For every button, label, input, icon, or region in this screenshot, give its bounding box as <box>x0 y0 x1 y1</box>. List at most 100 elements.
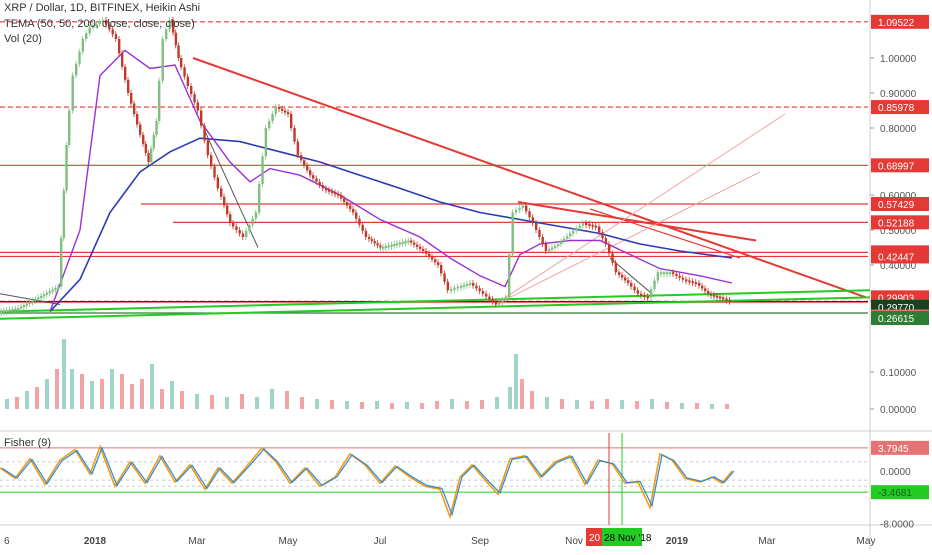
candle-body <box>422 248 425 251</box>
volume-bar <box>725 404 729 409</box>
candle-body <box>594 225 598 228</box>
tema-title: TEMA (50, 50, 200, close, close, close) <box>4 18 195 30</box>
candle-body <box>515 210 518 213</box>
candle-body <box>315 178 318 182</box>
candle-body <box>196 102 200 111</box>
candle-body <box>223 196 226 206</box>
candle-body <box>71 75 74 111</box>
candle-body <box>306 165 309 171</box>
candle-body <box>268 121 271 128</box>
candle-body <box>78 51 81 64</box>
volume-bar <box>575 400 579 409</box>
volume-bar <box>255 397 259 409</box>
candle-body <box>460 285 463 288</box>
candle-body <box>701 285 704 289</box>
candle-body <box>203 125 206 141</box>
fisher-trigger-line <box>1 446 735 517</box>
candle-body <box>681 277 685 280</box>
candle-body <box>669 272 672 275</box>
volume-bar <box>170 381 174 409</box>
candle-body <box>31 300 34 303</box>
candle-body <box>177 45 180 58</box>
candle-body <box>382 246 385 249</box>
volume-bar <box>315 399 319 409</box>
trend-line <box>509 171 761 298</box>
volume-bar <box>680 403 684 409</box>
candle-body <box>210 155 213 167</box>
candle-body <box>578 225 581 229</box>
candle-body <box>85 33 88 39</box>
candle-body <box>25 303 29 306</box>
candle-body <box>485 293 488 297</box>
candle-body <box>437 262 440 265</box>
candle-body <box>551 247 554 250</box>
volume-bar <box>330 400 334 409</box>
candle-body <box>40 295 43 298</box>
candle-body <box>704 288 707 292</box>
volume-bar <box>90 381 94 409</box>
x-tick-label: 2018 <box>84 536 107 547</box>
candle-body <box>633 286 636 291</box>
candle-body <box>698 283 701 286</box>
volume-bar <box>590 401 594 409</box>
volume-bar <box>508 387 512 409</box>
candle-body <box>300 155 303 161</box>
candle-body <box>11 309 14 312</box>
candle-body <box>481 291 485 294</box>
price-tag-label: 0.68997 <box>878 161 915 172</box>
candle-body <box>213 166 216 178</box>
candle-body <box>281 108 284 111</box>
candle-body <box>142 134 145 144</box>
candle-body <box>614 262 618 273</box>
candle-body <box>624 277 627 281</box>
candle-body <box>312 175 315 179</box>
price-tag-label: 0.52188 <box>878 218 915 229</box>
volume-bar <box>285 391 289 409</box>
candle-body <box>572 230 575 234</box>
candle-body <box>456 286 460 289</box>
candle-body <box>663 272 666 275</box>
candle-body <box>368 237 371 240</box>
candle-body <box>443 273 446 282</box>
candle-body <box>410 240 413 243</box>
candle-body <box>200 110 203 126</box>
candle-body <box>675 274 678 276</box>
volume-bar <box>35 387 39 409</box>
candle-body <box>611 253 614 263</box>
candle-body <box>278 107 281 109</box>
x-tick-label: May <box>857 536 876 547</box>
candle-body <box>419 246 422 249</box>
candle-body <box>618 272 621 275</box>
candle-body <box>349 205 352 209</box>
candle-body <box>640 293 643 296</box>
candle-body <box>37 297 40 300</box>
trend-line <box>499 113 786 302</box>
candle-body <box>398 242 402 245</box>
y-tick-label: 0.50000 <box>880 226 917 237</box>
volume-bar <box>45 379 49 409</box>
candle-body <box>557 244 560 246</box>
candle-body <box>678 275 681 278</box>
candle-body <box>384 246 388 249</box>
price-tag-label: 0.29903 <box>878 293 915 304</box>
candle-body <box>245 230 248 237</box>
candle-body <box>321 185 325 189</box>
volume-bar <box>375 401 379 409</box>
candle-body <box>498 302 501 305</box>
candle-body <box>407 240 410 243</box>
candle-body <box>172 20 175 33</box>
volume-bar <box>514 354 518 409</box>
candle-body <box>504 297 508 300</box>
candle-body <box>472 283 475 286</box>
candle-body <box>361 224 364 231</box>
candle-body <box>186 76 190 86</box>
volume-bar <box>435 401 439 409</box>
candle-body <box>466 283 469 286</box>
symbol-title: XRP / Dollar, 1D, BITFINEX, Heikin Ashi <box>4 2 201 14</box>
x-tick-label: 6 <box>4 536 10 547</box>
candle-body <box>608 244 611 254</box>
candle-body <box>636 290 640 294</box>
candle-body <box>404 241 407 244</box>
candle-body <box>585 223 588 225</box>
volume-bar <box>70 369 74 409</box>
